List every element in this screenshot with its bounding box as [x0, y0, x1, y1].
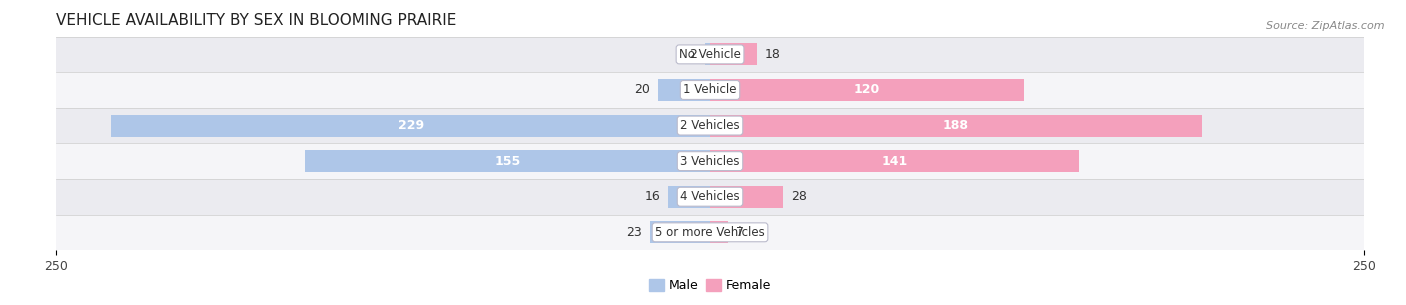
- Text: 18: 18: [765, 48, 780, 61]
- Text: 28: 28: [792, 190, 807, 203]
- Text: 5 or more Vehicles: 5 or more Vehicles: [655, 226, 765, 239]
- Bar: [710, 115, 1202, 137]
- Text: 3 Vehicles: 3 Vehicles: [681, 155, 740, 168]
- Bar: [710, 150, 1078, 172]
- Bar: [710, 43, 756, 66]
- Text: Source: ZipAtlas.com: Source: ZipAtlas.com: [1267, 21, 1385, 31]
- Bar: [56, 179, 1364, 214]
- Bar: [56, 108, 1364, 143]
- Bar: [56, 214, 1364, 250]
- Text: 188: 188: [943, 119, 969, 132]
- Text: 2 Vehicles: 2 Vehicles: [681, 119, 740, 132]
- Legend: Male, Female: Male, Female: [644, 274, 776, 297]
- Text: 2: 2: [689, 48, 697, 61]
- Text: 229: 229: [398, 119, 423, 132]
- Bar: [56, 37, 1364, 72]
- Text: 23: 23: [626, 226, 643, 239]
- Bar: [56, 72, 1364, 108]
- Text: 4 Vehicles: 4 Vehicles: [681, 190, 740, 203]
- Text: 141: 141: [882, 155, 907, 168]
- Bar: [710, 79, 1024, 101]
- Text: 20: 20: [634, 84, 650, 96]
- Text: VEHICLE AVAILABILITY BY SEX IN BLOOMING PRAIRIE: VEHICLE AVAILABILITY BY SEX IN BLOOMING …: [56, 13, 457, 28]
- Bar: [658, 79, 710, 101]
- Bar: [56, 143, 1364, 179]
- Text: 1 Vehicle: 1 Vehicle: [683, 84, 737, 96]
- Text: 155: 155: [495, 155, 520, 168]
- Text: No Vehicle: No Vehicle: [679, 48, 741, 61]
- Bar: [668, 186, 710, 208]
- Text: 7: 7: [737, 226, 744, 239]
- Bar: [650, 221, 710, 243]
- Bar: [305, 150, 710, 172]
- Bar: [710, 221, 728, 243]
- Bar: [111, 115, 710, 137]
- Bar: [704, 43, 710, 66]
- Text: 120: 120: [853, 84, 880, 96]
- Bar: [710, 186, 783, 208]
- Text: 16: 16: [644, 190, 661, 203]
